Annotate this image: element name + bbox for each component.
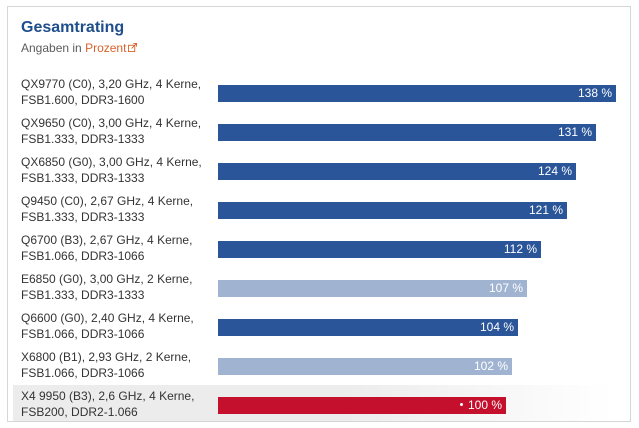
chart-row: Q6700 (B3), 2,67 GHz, 4 Kerne, FSB1.066, … (13, 229, 613, 267)
unit-link[interactable]: Prozent (85, 41, 138, 55)
chart-subtitle: Angaben in Prozent (21, 41, 138, 55)
category-label: E6850 (G0), 3,00 GHz, 2 Kerne, FSB1.333, … (21, 271, 211, 303)
subtitle-prefix: Angaben in (21, 41, 82, 55)
chart-row: X4 9950 (B3), 2,6 GHz, 4 Kerne, FSB200, D… (13, 385, 613, 421)
chart-row: QX6850 (G0), 3,00 GHz, 4 Kerne, FSB1.333,… (13, 151, 613, 189)
bar-value-label: 121 % (529, 202, 563, 219)
unit-link-label: Prozent (85, 41, 127, 55)
bar-value-label: 102 % (474, 358, 508, 375)
category-label-line: FSB200, DDR2-1.066 (21, 405, 138, 419)
chart-row: QX9770 (C0), 3,20 GHz, 4 Kerne, FSB1.600,… (13, 73, 616, 111)
bar: 121 % (218, 202, 567, 219)
external-link-icon (128, 43, 138, 52)
chart-panel: Gesamtrating Angaben in Prozent QX9770 (… (7, 6, 631, 422)
bar-value-label: 124 % (538, 163, 572, 180)
chart-row: Q9450 (C0), 2,67 GHz, 4 Kerne, FSB1.333, … (13, 190, 613, 228)
chart-row: Q6600 (G0), 2,40 GHz, 4 Kerne, FSB1.066, … (13, 307, 613, 345)
bar-value-text: 131 % (557, 125, 592, 139)
category-label-line: Q6600 (G0), 2,40 GHz, 4 Kerne, (21, 311, 194, 325)
category-label-line: E6850 (G0), 3,00 GHz, 2 Kerne, (21, 272, 193, 286)
bar: 104 % (218, 319, 518, 336)
bar-value-label: 107 % (489, 280, 523, 297)
category-label-line: FSB1.066, DDR3-1066 (21, 366, 145, 380)
bar-value-text: 102 % (473, 359, 508, 373)
bar: 100 % (218, 397, 506, 414)
category-label-line: Q9450 (C0), 2,67 GHz, 4 Kerne, (21, 194, 194, 208)
chart-row: QX9650 (C0), 3,00 GHz, 4 Kerne, FSB1.333,… (13, 112, 613, 150)
bar: 112 % (218, 241, 541, 258)
category-label: X6800 (B1), 2,93 GHz, 2 Kerne, FSB1.066, … (21, 349, 211, 381)
category-label: Q6700 (B3), 2,67 GHz, 4 Kerne, FSB1.066, … (21, 232, 211, 264)
bar-value-text: 100 % (467, 398, 502, 412)
chart-title: Gesamtrating (21, 19, 125, 36)
bar-value-label: 104 % (480, 319, 514, 336)
category-label-line: FSB1.333, DDR3-1333 (21, 210, 145, 224)
category-label-line: Q6700 (B3), 2,67 GHz, 4 Kerne, (21, 233, 193, 247)
bar-value-label: 131 % (558, 124, 592, 141)
category-label-line: FSB1.600, DDR3-1600 (21, 93, 145, 107)
bar: 131 % (218, 124, 596, 141)
category-label: X4 9950 (B3), 2,6 GHz, 4 Kerne, FSB200, D… (21, 388, 211, 420)
bar: 124 % (218, 163, 576, 180)
category-label-line: QX6850 (G0), 3,00 GHz, 4 Kerne, (21, 155, 202, 169)
bar-value-text: 107 % (488, 281, 523, 295)
category-label-line: X6800 (B1), 2,93 GHz, 2 Kerne, (21, 350, 192, 364)
reference-dot-icon (459, 403, 463, 406)
chart-row: E6850 (G0), 3,00 GHz, 2 Kerne, FSB1.333, … (13, 268, 613, 306)
category-label: QX9770 (C0), 3,20 GHz, 4 Kerne, FSB1.600,… (21, 76, 211, 108)
bar-value-label: 112 % (504, 241, 537, 258)
bar-value-text: 121 % (528, 203, 563, 217)
bar-value-text: 104 % (479, 320, 514, 334)
bar-value-text: 138 % (577, 86, 612, 100)
bar-value-label: 100 % (459, 397, 502, 414)
category-label: Q9450 (C0), 2,67 GHz, 4 Kerne, FSB1.333, … (21, 193, 211, 225)
category-label-line: QX9770 (C0), 3,20 GHz, 4 Kerne, (21, 77, 202, 91)
category-label-line: FSB1.333, DDR3-1333 (21, 171, 145, 185)
bar-value-text: 112 % (503, 242, 537, 256)
category-label: Q6600 (G0), 2,40 GHz, 4 Kerne, FSB1.066, … (21, 310, 211, 342)
bar: 102 % (218, 358, 512, 375)
bar: 107 % (218, 280, 527, 297)
bar-value-label: 138 % (578, 85, 612, 102)
chart-rows: QX9770 (C0), 3,20 GHz, 4 Kerne, FSB1.600,… (8, 7, 630, 421)
category-label-line: FSB1.066, DDR3-1066 (21, 327, 145, 341)
category-label-line: X4 9950 (B3), 2,6 GHz, 4 Kerne, (21, 389, 195, 403)
bar-value-text: 124 % (537, 164, 572, 178)
category-label-line: QX9650 (C0), 3,00 GHz, 4 Kerne, (21, 116, 202, 130)
category-label-line: FSB1.333, DDR3-1333 (21, 132, 145, 146)
chart-row: X6800 (B1), 2,93 GHz, 2 Kerne, FSB1.066, … (13, 346, 613, 384)
category-label-line: FSB1.333, DDR3-1333 (21, 288, 145, 302)
category-label: QX9650 (C0), 3,00 GHz, 4 Kerne, FSB1.333,… (21, 115, 211, 147)
bar: 138 % (218, 85, 616, 102)
category-label-line: FSB1.066, DDR3-1066 (21, 249, 145, 263)
category-label: QX6850 (G0), 3,00 GHz, 4 Kerne, FSB1.333,… (21, 154, 211, 186)
